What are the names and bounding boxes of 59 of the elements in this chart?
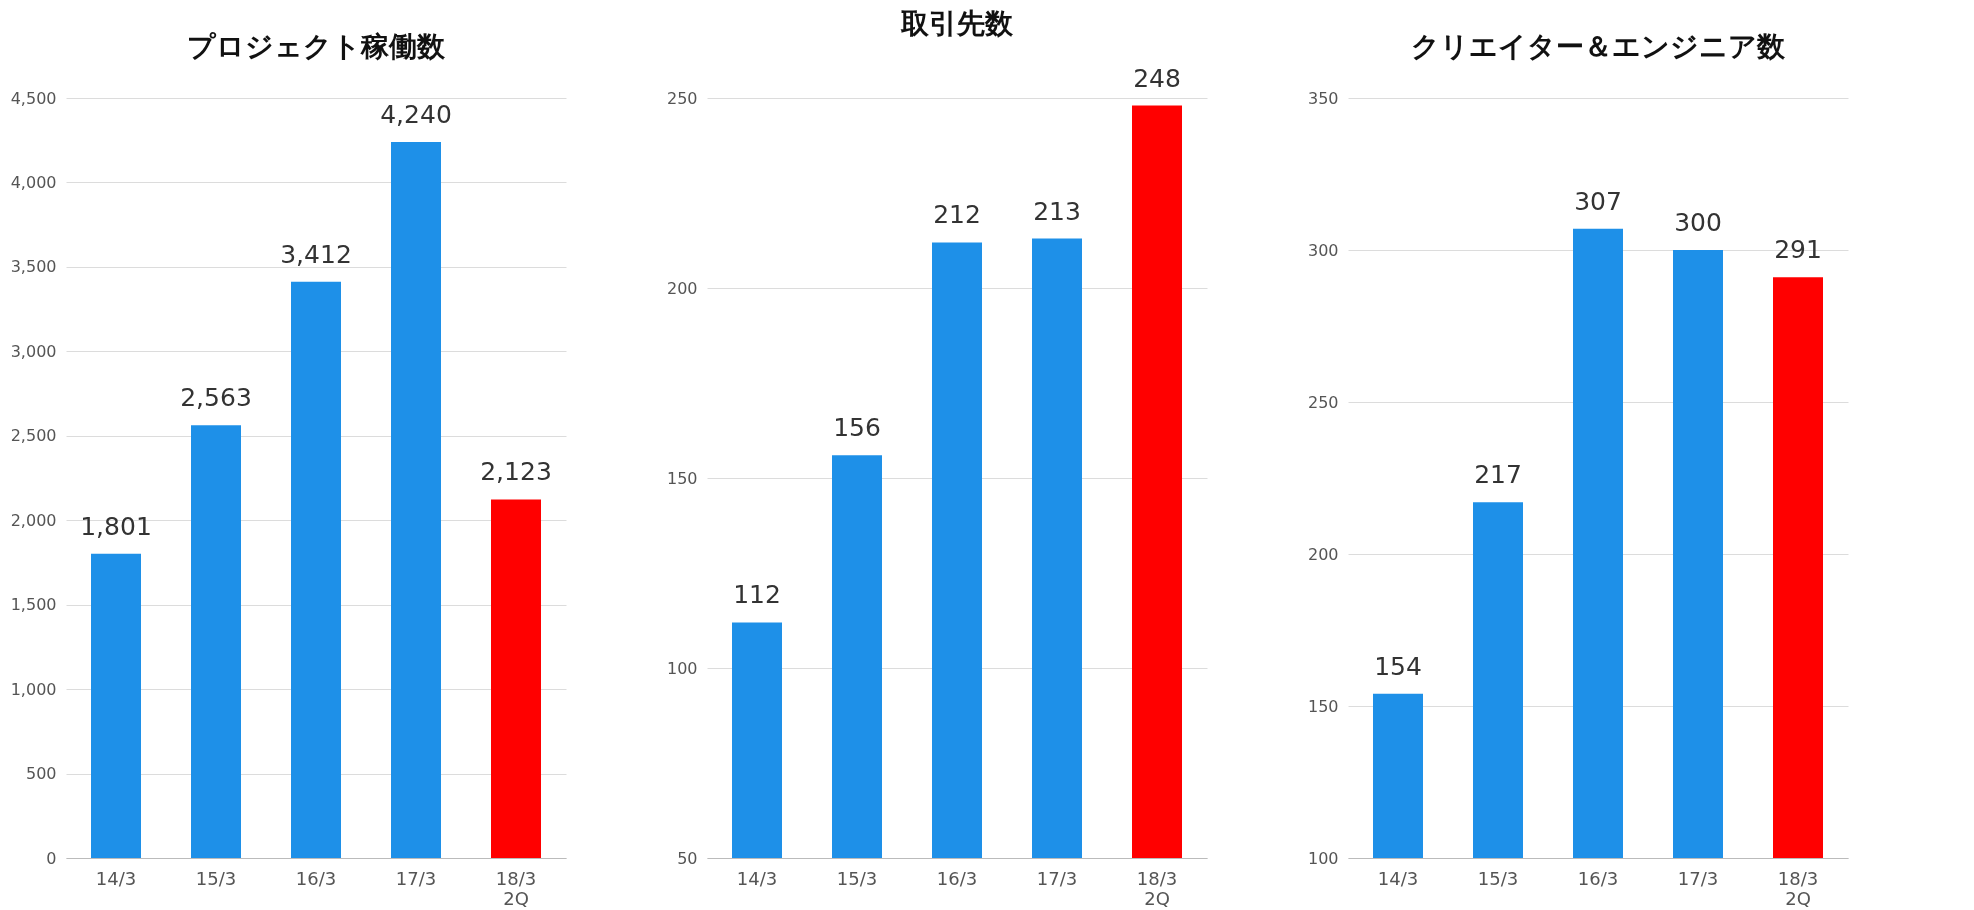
bar xyxy=(191,425,241,858)
data-label: 4,240 xyxy=(380,99,452,129)
data-label: 217 xyxy=(1474,460,1522,490)
y-tick-label: 150 xyxy=(1307,696,1339,716)
y-tick-label: 4,000 xyxy=(10,172,57,192)
x-tick-label: 15/3 xyxy=(1477,867,1519,889)
x-tick-label: 15/3 xyxy=(836,867,878,889)
x-tick-label: 17/3 xyxy=(1677,867,1719,889)
x-tick-label: 16/3 xyxy=(1577,867,1619,889)
x-tick-label: 18/3 2Q xyxy=(1777,867,1819,909)
data-label: 307 xyxy=(1574,186,1622,216)
data-label: 213 xyxy=(1033,196,1081,226)
x-tick-label: 15/3 xyxy=(195,867,237,889)
y-tick-label: 150 xyxy=(666,468,698,488)
x-tick-label: 17/3 xyxy=(395,867,437,889)
y-tick-label: 3,000 xyxy=(10,341,57,361)
data-label: 112 xyxy=(733,580,781,610)
x-tick-label: 18/3 2Q xyxy=(495,867,537,909)
y-tick-label: 250 xyxy=(666,88,698,108)
y-tick-label: 2,000 xyxy=(10,510,57,530)
y-tick-label: 300 xyxy=(1307,240,1339,260)
x-tick-label: 18/3 2Q xyxy=(1136,867,1178,909)
y-tick-label: 350 xyxy=(1307,88,1339,108)
bar xyxy=(491,499,541,858)
data-label: 212 xyxy=(933,200,981,230)
x-tick-label: 16/3 xyxy=(295,867,337,889)
y-tick-label: 4,500 xyxy=(10,88,57,108)
x-tick-label: 16/3 xyxy=(936,867,978,889)
y-tick-label: 250 xyxy=(1307,392,1339,412)
data-label: 154 xyxy=(1374,651,1422,681)
chart-title: プロジェクト稼働数 xyxy=(187,30,446,63)
y-tick-label: 1,500 xyxy=(10,595,57,615)
y-tick-label: 50 xyxy=(677,848,698,868)
data-label: 248 xyxy=(1133,63,1181,93)
chart-title: 取引先数 xyxy=(900,6,1014,40)
data-label: 3,412 xyxy=(280,239,352,269)
y-tick-label: 0 xyxy=(46,848,57,868)
y-tick-label: 200 xyxy=(1307,544,1339,564)
y-tick-label: 100 xyxy=(666,658,698,678)
y-tick-label: 2,500 xyxy=(10,426,57,446)
chart-title: クリエイター＆エンジニア数 xyxy=(1411,30,1786,63)
y-tick-label: 500 xyxy=(25,764,57,784)
bar xyxy=(91,553,141,858)
bar xyxy=(291,281,341,858)
y-tick-label: 100 xyxy=(1307,848,1339,868)
data-label: 2,563 xyxy=(180,383,252,413)
data-label: 1,801 xyxy=(80,511,152,541)
data-label: 2,123 xyxy=(480,457,552,487)
y-tick-label: 200 xyxy=(666,278,698,298)
data-label: 291 xyxy=(1774,235,1822,265)
x-tick-label: 14/3 xyxy=(736,867,778,889)
data-label: 300 xyxy=(1674,208,1722,237)
data-label: 156 xyxy=(833,413,881,443)
y-tick-label: 1,000 xyxy=(10,679,57,699)
x-tick-label: 14/3 xyxy=(95,867,137,889)
y-tick-label: 3,500 xyxy=(10,257,57,277)
x-tick-label: 17/3 xyxy=(1036,867,1078,889)
bar xyxy=(391,141,441,858)
x-tick-label: 14/3 xyxy=(1377,867,1419,889)
